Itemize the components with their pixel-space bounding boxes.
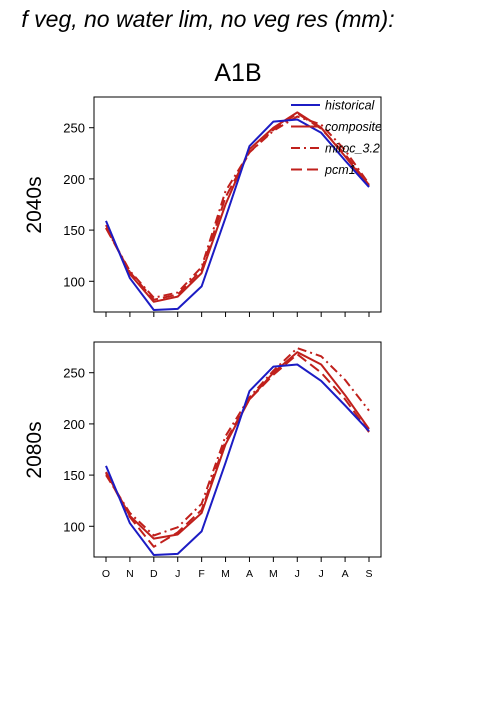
legend-label-composite: composite: [325, 120, 382, 134]
y-tick-label: 150: [63, 223, 85, 238]
y-tick-label: 100: [63, 519, 85, 534]
series-line-miroc_3.2: [105, 115, 370, 299]
y-tick-label: 150: [63, 468, 85, 483]
series-line-composite: [105, 111, 370, 303]
x-tick-label: N: [126, 568, 134, 580]
plot-frame: [93, 96, 382, 313]
chart-panel-2040s: 100 150 200 250 2040s historical composite miro…: [23, 96, 382, 317]
legend-label-miroc_3.2: miroc_3.2: [325, 142, 380, 156]
x-tick-label: M: [269, 568, 278, 580]
x-tick-label: A: [246, 568, 253, 580]
x-tick-label: J: [295, 568, 300, 580]
panels: 100 150 200 250 2040s historical composite miro…: [23, 96, 382, 580]
series-line-miroc_3.2: [105, 347, 370, 537]
series-line-composite: [105, 351, 370, 540]
legend-label-pcm1: pcm1: [324, 163, 356, 177]
y-tick-label: 200: [63, 417, 85, 432]
legend-label-historical: historical: [325, 99, 376, 113]
x-tick-label: D: [150, 568, 158, 580]
row-label: 2080s: [23, 421, 46, 478]
y-tick-label: 200: [63, 172, 85, 187]
y-tick-label: 250: [63, 121, 85, 136]
series-line-historical: [105, 363, 370, 556]
x-tick-label: F: [198, 568, 204, 580]
x-tick-label: S: [365, 568, 372, 580]
legend: historical composite miroc_3.2 pcm1: [291, 99, 382, 177]
chart-panel-2080s: 100 150 200 250 O N D J F M A M J J A S 2080s: [23, 341, 382, 580]
x-tick-label: J: [175, 568, 180, 580]
series-line-historical: [105, 118, 370, 311]
x-tick-label: A: [342, 568, 349, 580]
scenario-title: A1B: [214, 59, 261, 87]
x-tick-label: M: [221, 568, 230, 580]
row-label: 2040s: [23, 176, 46, 233]
plot-frame: [93, 341, 382, 558]
figure-title: f veg, no water lim, no veg res (mm):: [21, 6, 394, 32]
y-tick-label: 250: [63, 366, 85, 381]
x-tick-label: O: [102, 568, 110, 580]
x-tick-label: J: [319, 568, 324, 580]
y-tick-label: 100: [63, 274, 85, 289]
